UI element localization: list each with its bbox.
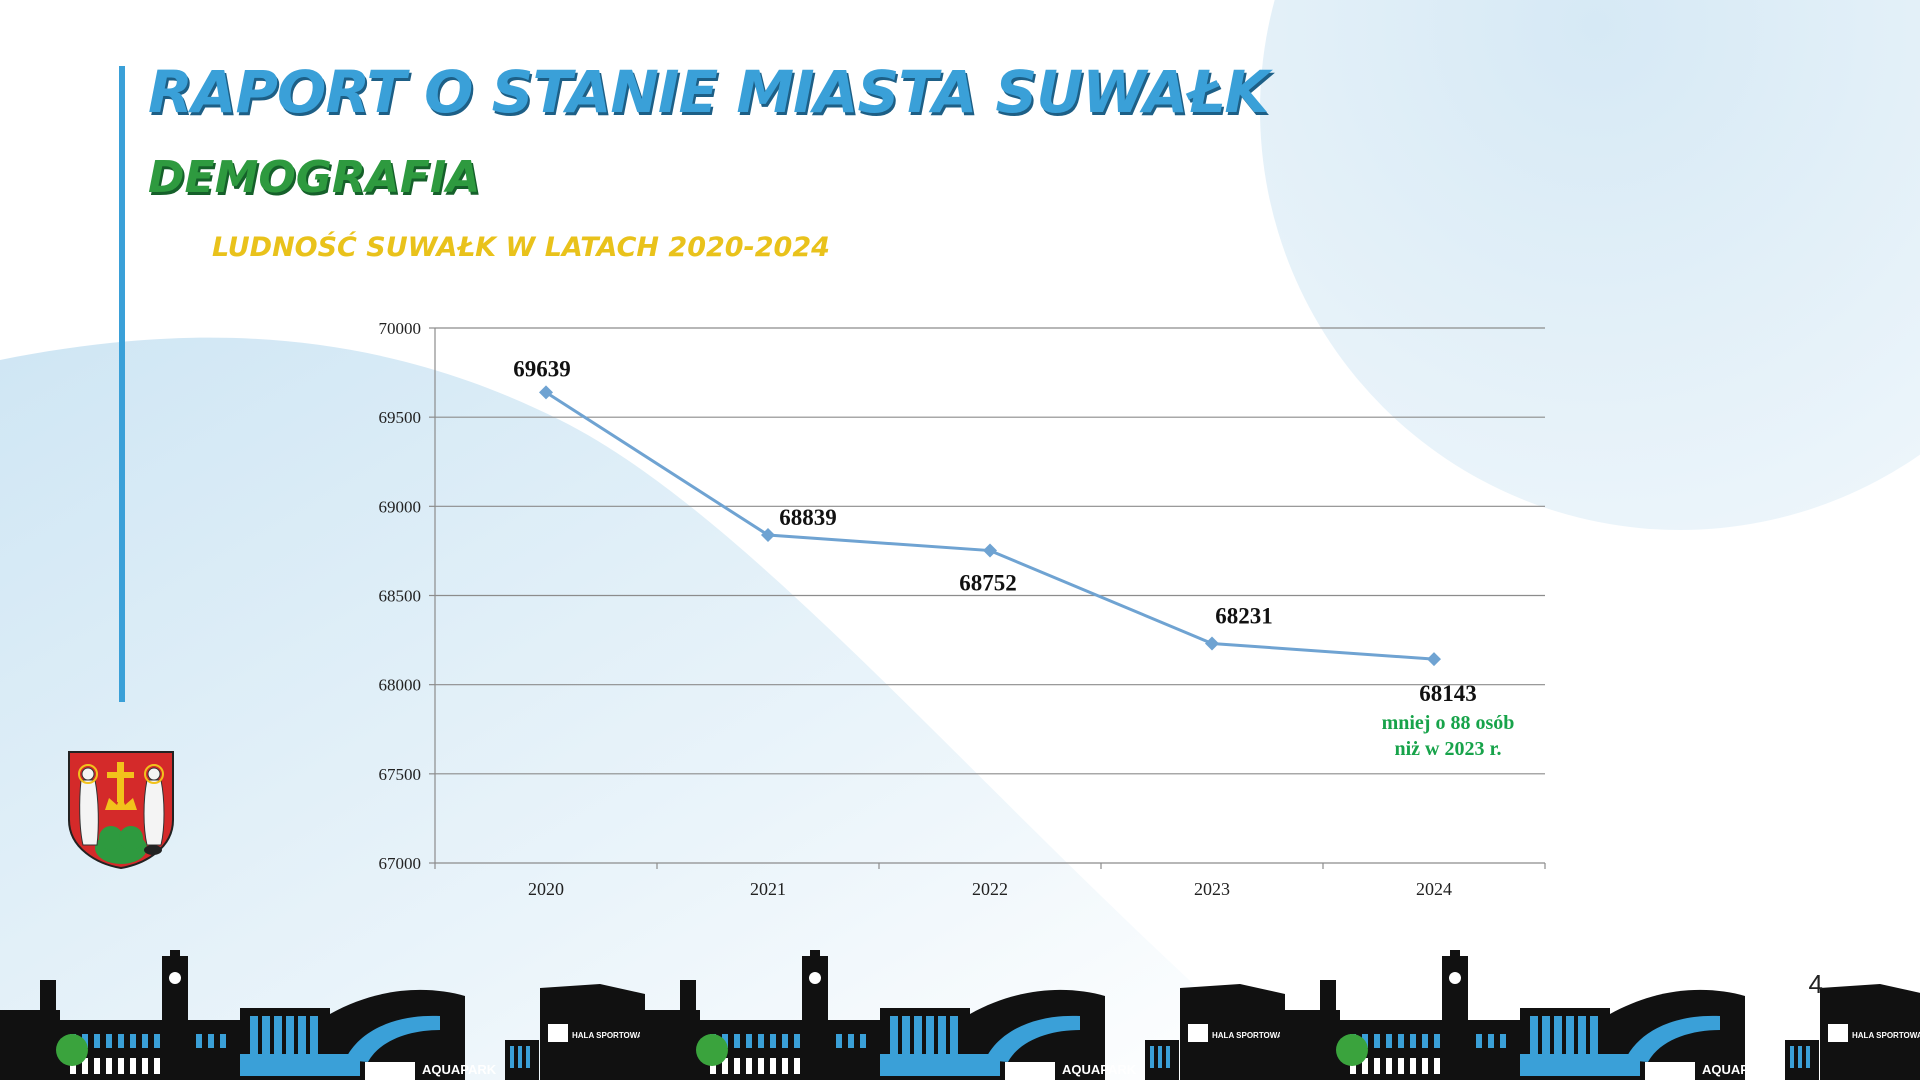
x-tick-label: 2021 bbox=[750, 879, 786, 899]
data-point-marker bbox=[1205, 636, 1219, 651]
population-line-chart: 70000 69500 69000 68500 68000 67500 67000 2020 2… bbox=[379, 319, 1546, 899]
annotation-line: mniej o 88 osób bbox=[1382, 712, 1515, 734]
data-label: 68143 bbox=[1419, 681, 1477, 706]
data-label: 69639 bbox=[513, 356, 571, 381]
data-label: 68839 bbox=[779, 505, 837, 530]
x-tick-label: 2022 bbox=[972, 879, 1008, 899]
x-tick-label: 2020 bbox=[528, 879, 564, 899]
y-tick-label: 69500 bbox=[379, 408, 422, 427]
chart-axes: 70000 69500 69000 68500 68000 67500 67000 2020 2… bbox=[379, 319, 1546, 899]
y-tick-label: 70000 bbox=[379, 319, 422, 338]
data-point-marker bbox=[983, 543, 997, 558]
city-skyline-illustration: AQUAPARK HALA SPORTOWA bbox=[0, 950, 1920, 1080]
data-label: 68231 bbox=[1215, 603, 1273, 628]
data-label: 68752 bbox=[959, 571, 1017, 596]
chart-title: LUDNOŚĆ SUWAŁK W LATACH 2020-2024 bbox=[212, 232, 830, 263]
chart-labels: 69639 68839 68752 68231 68143 mniej o 88 osób… bbox=[513, 356, 1514, 760]
y-tick-label: 68000 bbox=[379, 676, 422, 695]
data-point-marker bbox=[761, 528, 775, 543]
data-point-marker bbox=[539, 385, 553, 400]
slide-title: RAPORT O STANIE MIASTA SUWAŁK bbox=[148, 58, 1269, 126]
chart-gridlines bbox=[435, 327, 1545, 864]
page-number: 4 bbox=[1808, 969, 1823, 999]
data-point-marker bbox=[1427, 652, 1441, 667]
y-tick-label: 69000 bbox=[379, 497, 422, 516]
y-tick-label: 68500 bbox=[379, 587, 422, 606]
x-tick-label: 2023 bbox=[1194, 879, 1230, 899]
skyline-aquapark-label: AQUAPARK bbox=[422, 1062, 497, 1077]
y-tick-label: 67500 bbox=[379, 765, 422, 784]
series-line-population bbox=[545, 391, 1435, 661]
section-subtitle: DEMOGRAFIA bbox=[148, 152, 481, 203]
accent-bar bbox=[119, 66, 125, 702]
skyline-hala-label: HALA SPORTOWA bbox=[572, 1031, 643, 1040]
chart-series bbox=[539, 385, 1441, 667]
y-tick-label: 67000 bbox=[379, 854, 422, 873]
city-coat-of-arms bbox=[68, 751, 174, 870]
annotation-line: niż w 2023 r. bbox=[1394, 738, 1501, 760]
x-tick-label: 2024 bbox=[1416, 879, 1452, 899]
